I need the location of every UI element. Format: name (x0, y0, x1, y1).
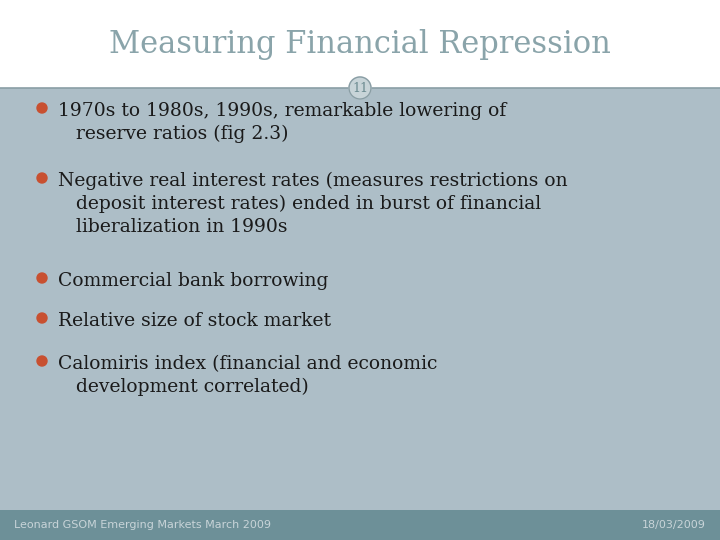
Circle shape (37, 356, 47, 366)
Bar (0, 88, 720, 510)
Text: 18/03/2009: 18/03/2009 (642, 520, 706, 530)
Bar (0, 510, 720, 540)
Text: Relative size of stock market: Relative size of stock market (58, 312, 331, 330)
Text: Leonard GSOM Emerging Markets March 2009: Leonard GSOM Emerging Markets March 2009 (14, 520, 271, 530)
Text: Measuring Financial Repression: Measuring Financial Repression (109, 29, 611, 59)
Circle shape (37, 173, 47, 183)
Text: Commercial bank borrowing: Commercial bank borrowing (58, 272, 328, 290)
Text: Negative real interest rates (measures restrictions on
   deposit interest rates: Negative real interest rates (measures r… (58, 172, 567, 237)
Text: 11: 11 (352, 82, 368, 94)
Text: 1970s to 1980s, 1990s, remarkable lowering of
   reserve ratios (fig 2.3): 1970s to 1980s, 1990s, remarkable loweri… (58, 102, 506, 143)
Circle shape (349, 77, 371, 99)
Circle shape (37, 313, 47, 323)
Circle shape (37, 273, 47, 283)
Circle shape (37, 103, 47, 113)
Text: Calomiris index (financial and economic
   development correlated): Calomiris index (financial and economic … (58, 355, 437, 396)
Bar (0, 0, 720, 88)
